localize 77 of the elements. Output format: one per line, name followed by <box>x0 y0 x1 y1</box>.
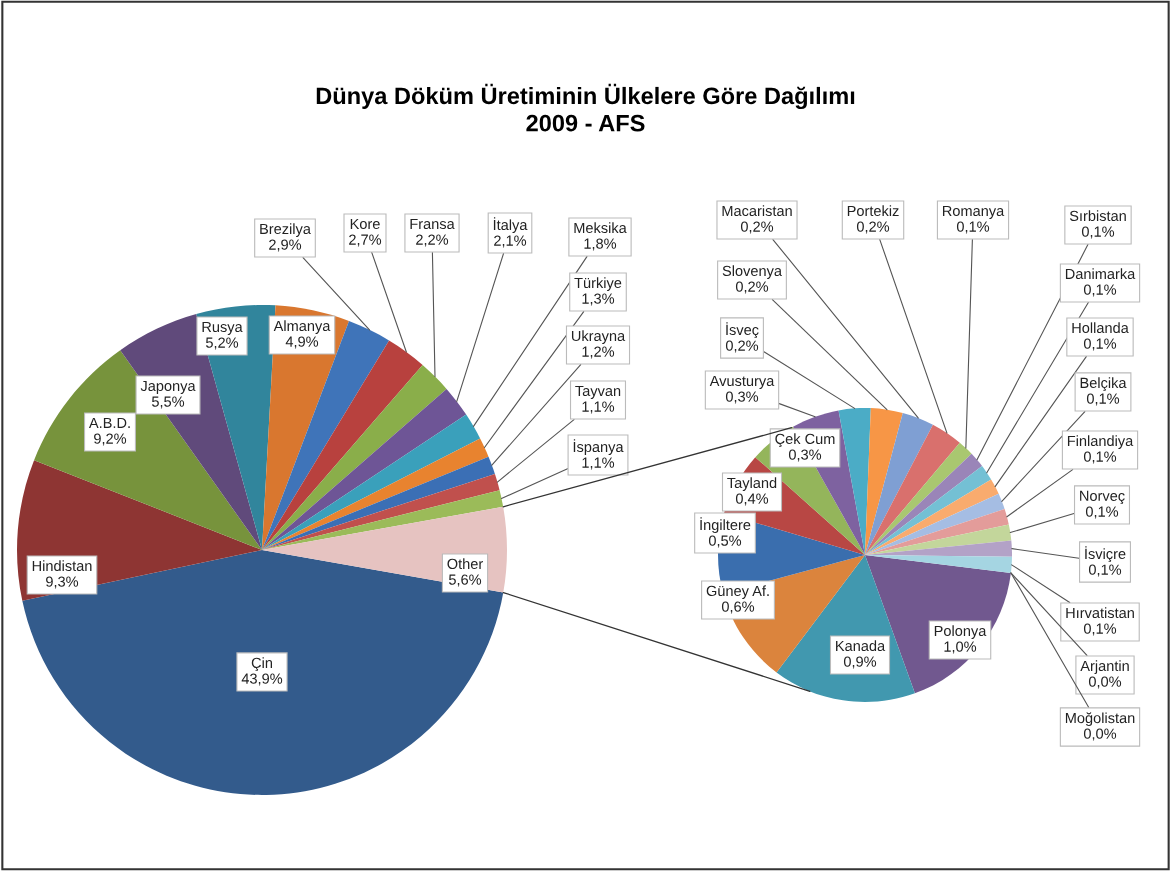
slice-label: Belçika <box>1080 377 1127 391</box>
data-label: 4,9% <box>285 336 319 349</box>
data-label: 0,2% <box>740 221 774 234</box>
slice-label: Hollanda <box>1072 322 1129 334</box>
slice-label: İngiltere <box>700 517 751 533</box>
text: 0,0% <box>1083 728 1117 741</box>
slice-label: Rusya <box>202 321 243 335</box>
slice-label: Çin <box>251 657 272 671</box>
slice-label: İsveç <box>726 322 759 338</box>
data-label: 5,5% <box>151 396 185 409</box>
slice-label: Meksika <box>574 222 627 234</box>
slice-label: Romanya <box>942 205 1005 219</box>
slice-label: Almanya <box>273 320 331 334</box>
data-label: 0,5% <box>708 535 742 548</box>
data-label: 0,1% <box>1085 506 1119 519</box>
data-label: 9,3% <box>46 576 79 589</box>
slice-label: Danimarka <box>1065 268 1136 280</box>
slice-label: Türkiye <box>574 277 622 291</box>
slice-label: Brezilya <box>260 223 311 237</box>
data-label: 0,1% <box>1088 564 1122 577</box>
data-label: 5,6% <box>448 574 482 587</box>
slice-label: Polonya <box>934 625 987 639</box>
data-label: 0,2% <box>856 221 890 234</box>
data-label: 1,2% <box>582 346 615 359</box>
slice-label: İsviçre <box>1085 546 1126 562</box>
data-label: 43,9% <box>241 673 283 686</box>
slice-label: Kanada <box>836 640 886 652</box>
data-label: 1,1% <box>582 457 615 470</box>
slice-label: Slovenya <box>722 265 782 279</box>
data-label: 0,3% <box>788 449 822 462</box>
slice-label: Norveç <box>1080 490 1125 504</box>
data-label: 9,2% <box>94 433 127 446</box>
chart-title: Dünya Döküm Üretiminin Ülkelere Göre Dağılımı 2009 - AFS <box>316 83 855 132</box>
slice-label: Finlandiya <box>1067 435 1134 449</box>
data-label: 0,1% <box>956 221 990 234</box>
slice-label: İspanya <box>573 439 624 455</box>
slice-label: Portekiz <box>847 205 899 217</box>
data-label: 1,1% <box>582 401 615 414</box>
data-label: 1,3% <box>582 293 615 306</box>
data-label: 5,2% <box>205 337 239 350</box>
data-label: 0,2% <box>725 340 759 353</box>
data-label: 0,1% <box>1086 393 1120 406</box>
data-label: 2,7% <box>349 234 382 247</box>
data-label: 1,0% <box>944 641 977 654</box>
slice-label: A.B.D. <box>88 417 130 428</box>
slice-label: Sırbistan <box>1069 210 1126 222</box>
data-label: 0,4% <box>735 493 769 506</box>
slice-label: İtalya <box>493 217 528 233</box>
category-label: Arjantin <box>1080 660 1129 674</box>
slice-label: Güney Af. <box>706 585 769 599</box>
slice-label: Ukrayna <box>571 330 626 344</box>
data-label: 0,6% <box>721 601 755 614</box>
slice-label: Tayvan <box>575 385 621 399</box>
data-label: 0,1% <box>1081 226 1115 239</box>
slice-label: Macaristan <box>722 205 792 217</box>
slice-label: Kore <box>350 218 380 230</box>
data-label: 0,1% <box>1083 338 1117 351</box>
data-label: 2,2% <box>416 234 449 247</box>
data-label: 0,3% <box>725 391 759 404</box>
data-label: 2,9% <box>269 239 302 252</box>
text: 0,0% <box>1088 676 1122 689</box>
data-label: 0,2% <box>735 281 769 294</box>
slice-label: Japonya <box>140 380 196 394</box>
slice-label: Avusturya <box>709 375 775 389</box>
slice-label: Çek Cum <box>775 433 835 447</box>
data-label: 1,8% <box>584 238 617 251</box>
data-label: 0,9% <box>843 656 877 669</box>
slice-label: Tayland <box>727 477 777 491</box>
data-label: 0,1% <box>1083 284 1117 297</box>
category-label: Moğolistan <box>1065 712 1135 727</box>
data-label: 2,1% <box>494 235 527 248</box>
data-label: 0,1% <box>1083 451 1117 464</box>
slice-label: Hırvatistan <box>1066 607 1134 619</box>
slice-label: Fransa <box>410 218 455 230</box>
slice-label: Other <box>447 558 483 570</box>
data-label: 0,1% <box>1083 623 1117 636</box>
slice-label: Hindistan <box>32 560 92 572</box>
